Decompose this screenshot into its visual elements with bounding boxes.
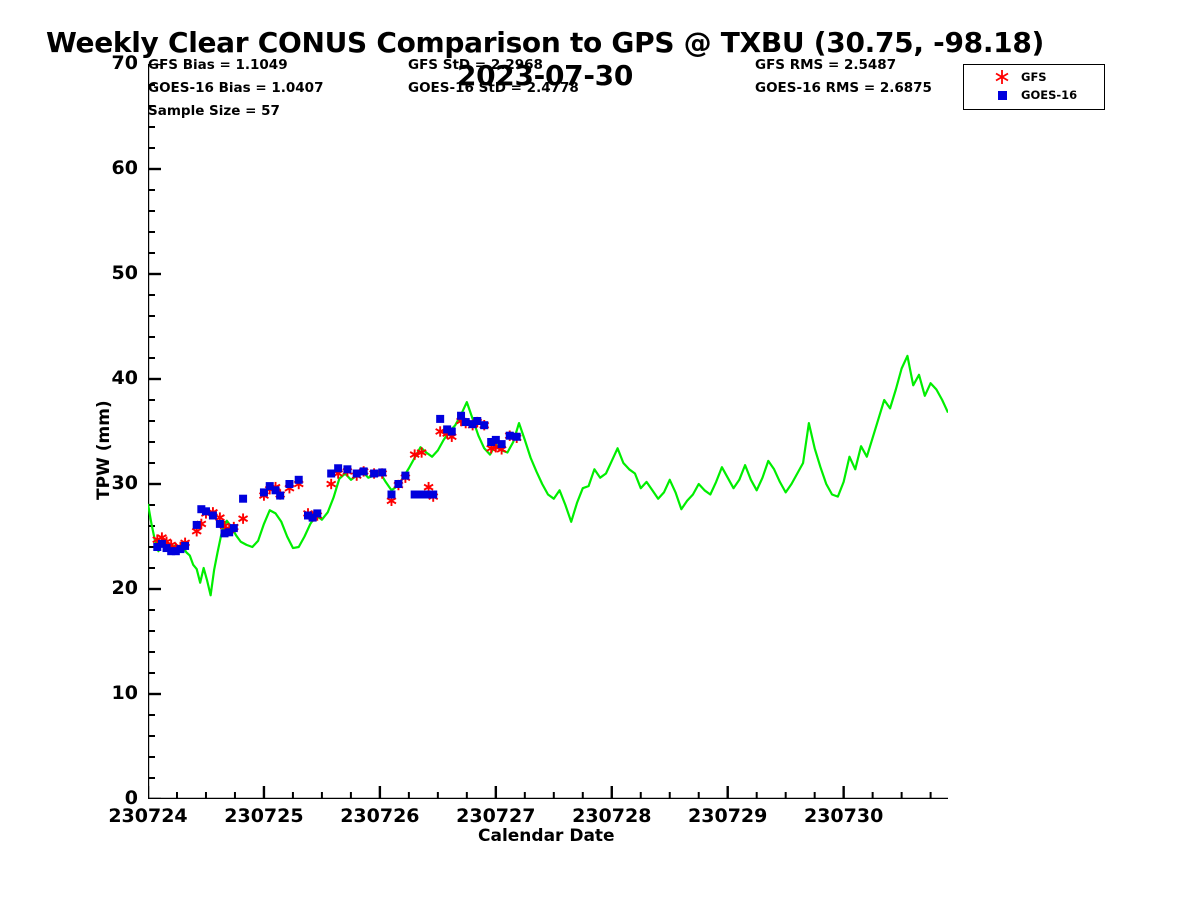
goes16-point (308, 513, 317, 522)
goes16-point (370, 469, 379, 478)
y-tick-label: 40 (111, 367, 138, 389)
goes16-point (429, 490, 438, 499)
goes16-point (294, 475, 303, 484)
x-tick-label: 230726 (340, 805, 420, 827)
goes16-point (443, 425, 452, 434)
goes16-point (181, 541, 190, 550)
goes16-point (359, 467, 368, 476)
series-goes16-markers (153, 411, 521, 556)
goes16-point (220, 529, 229, 538)
goes16-point (153, 543, 162, 551)
goes16-point (457, 411, 466, 420)
x-tick-label: 230725 (224, 805, 304, 827)
y-tick-label: 10 (111, 682, 138, 704)
axis-ticks (148, 64, 932, 799)
goes16-point (265, 482, 274, 491)
goes16-point (410, 490, 419, 499)
goes16-point (271, 486, 280, 495)
x-tick-label: 230728 (572, 805, 652, 827)
stat-gfs-bias: GFS Bias = 1.1049 (148, 57, 288, 73)
legend-markers (995, 70, 1009, 100)
goes16-point (313, 509, 322, 518)
goes16-point (304, 511, 312, 520)
goes16-point (394, 480, 403, 488)
gfs-point (416, 447, 427, 458)
x-axis-label: Calendar Date (478, 826, 615, 846)
gfs-asterisk-icon (995, 70, 1009, 84)
goes16-point (424, 490, 433, 499)
goes16-point (505, 431, 514, 440)
x-tick-label: 230727 (456, 805, 536, 827)
goes16-point (225, 528, 234, 537)
goes16-point (259, 488, 268, 497)
goes16-point (229, 524, 238, 533)
goes16-point (436, 414, 445, 423)
goes16-point (285, 480, 294, 488)
goes16-point (512, 432, 521, 441)
stat-gfs-rms: GFS RMS = 2.5487 (755, 57, 897, 73)
y-tick-label: 60 (111, 157, 138, 179)
goes16-point (401, 471, 410, 480)
goes16-point (157, 539, 166, 548)
stat-goes-std: GOES-16 StD = 2.4778 (408, 80, 579, 96)
goes16-point (327, 469, 336, 478)
goes16-point (276, 491, 285, 500)
goes16-point (497, 440, 506, 449)
stat-goes-bias: GOES-16 Bias = 1.0407 (148, 80, 324, 96)
x-tick-label: 230729 (688, 805, 768, 827)
goes16-point (208, 511, 217, 520)
goes16-point (378, 468, 387, 477)
stat-sample-size: Sample Size = 57 (148, 103, 280, 119)
goes16-point (162, 544, 171, 553)
y-tick-label: 20 (111, 577, 138, 599)
page-title: Weekly Clear CONUS Comparison to GPS @ T… (45, 26, 1045, 92)
goes16-point (343, 465, 352, 474)
goes16-point (215, 519, 224, 528)
stat-gfs-std: GFS StD = 2.2968 (408, 57, 543, 73)
goes16-point (192, 520, 201, 529)
plot-canvas (148, 64, 948, 799)
goes16-point (197, 505, 206, 514)
x-tick-label: 230730 (803, 805, 884, 827)
gfs-point (409, 449, 420, 460)
y-tick-label: 50 (111, 262, 138, 284)
y-tick-label: 70 (111, 52, 138, 74)
goes16-point (468, 420, 477, 429)
goes16-point (480, 421, 489, 430)
goes16-point (487, 438, 496, 446)
goes16-point (417, 490, 426, 499)
stat-goes-rms: GOES-16 RMS = 2.6875 (755, 80, 932, 96)
axes (148, 64, 948, 799)
goes16-point (387, 490, 396, 499)
y-tick-label: 0 (124, 787, 138, 809)
goes16-point (176, 545, 185, 554)
legend-label-goes16: GOES-16 (1021, 88, 1078, 102)
gfs-point (238, 513, 249, 524)
goes16-point (491, 435, 500, 444)
legend: GFS GOES-16 (963, 64, 1105, 110)
goes16-point (171, 547, 180, 556)
goes16-square-icon (998, 91, 1007, 100)
goes16-point (239, 494, 248, 503)
goes16-point (473, 417, 482, 425)
series-gps-line (148, 354, 948, 597)
goes16-point (352, 469, 361, 478)
goes16-point (167, 547, 176, 556)
y-tick-label: 30 (111, 472, 138, 494)
x-tick-label: 230724 (108, 805, 188, 827)
goes16-point (461, 418, 470, 427)
goes16-point (334, 464, 343, 473)
legend-label-gfs: GFS (1021, 70, 1047, 84)
goes16-point (447, 427, 456, 436)
goes16-point (201, 507, 210, 516)
gfs-point (326, 478, 337, 490)
